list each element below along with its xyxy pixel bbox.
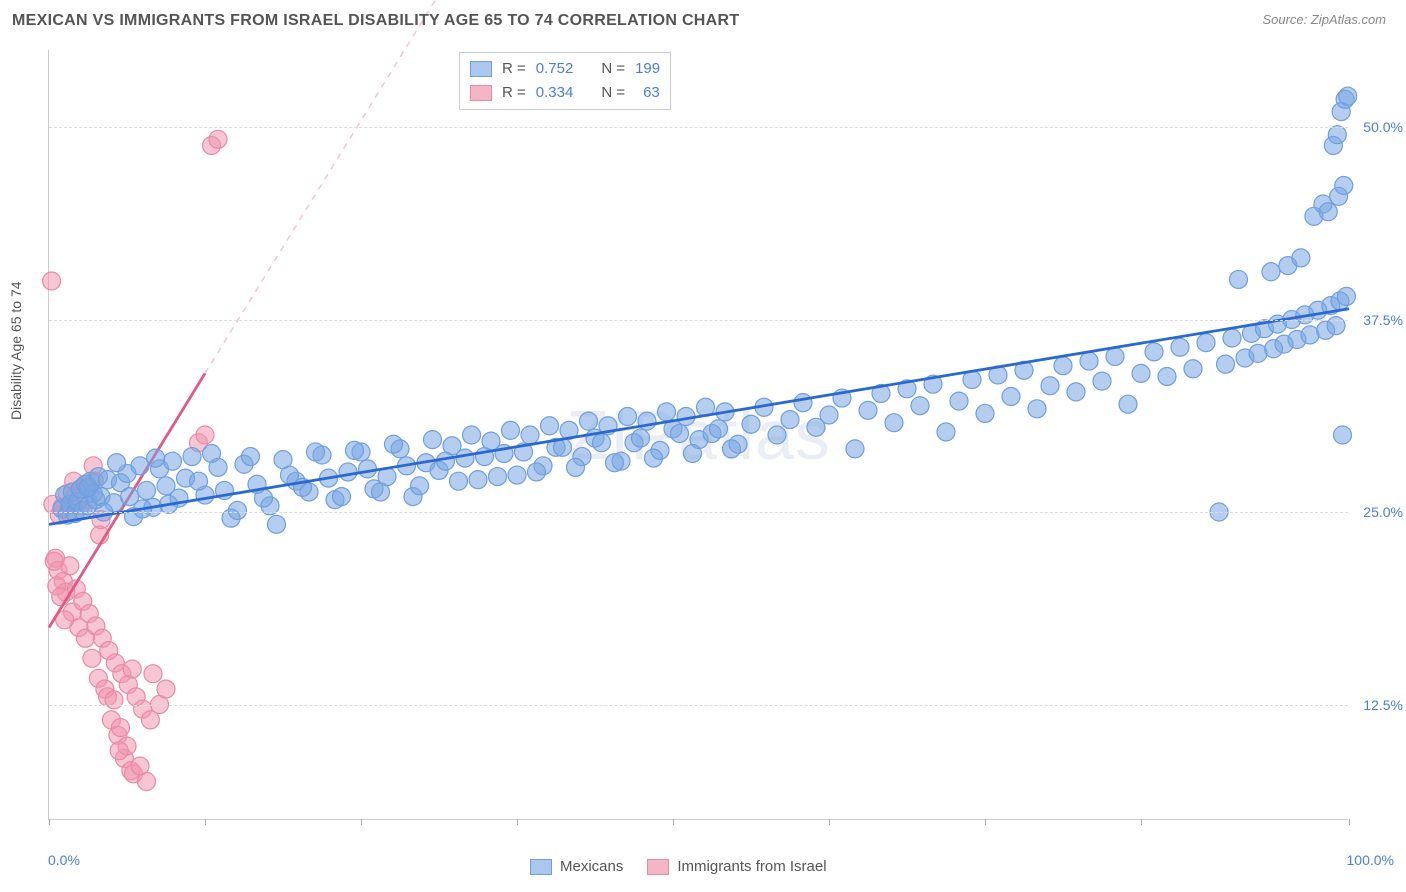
y-tick-label: 12.5% <box>1363 697 1403 713</box>
n-value-blue: 199 <box>635 57 660 81</box>
plot-area: ZIPatlas R = 0.752 N = 199 R = 0.334 N =… <box>48 50 1348 820</box>
y-tick-label: 25.0% <box>1363 504 1403 520</box>
r-value-pink: 0.334 <box>536 81 574 105</box>
legend-swatch-mexicans <box>530 859 552 875</box>
gridline <box>49 320 1348 321</box>
n-label: N = <box>601 81 625 105</box>
x-tick-mark <box>1349 819 1350 825</box>
x-tick-mark <box>673 819 674 825</box>
x-axis-min-label: 0.0% <box>48 852 80 868</box>
r-label: R = <box>502 81 526 105</box>
legend-swatch-pink <box>470 85 492 101</box>
n-value-pink: 63 <box>635 81 660 105</box>
legend-swatch-blue <box>470 61 492 77</box>
legend-label-israel: Immigrants from Israel <box>677 858 826 875</box>
y-axis-label: Disability Age 65 to 74 <box>8 281 24 420</box>
gridline <box>49 512 1348 513</box>
x-tick-mark <box>985 819 986 825</box>
correlation-legend: R = 0.752 N = 199 R = 0.334 N = 63 <box>459 52 671 110</box>
y-tick-label: 50.0% <box>1363 119 1403 135</box>
x-axis-max-label: 100.0% <box>1347 852 1394 868</box>
gridline <box>49 705 1348 706</box>
r-label: R = <box>502 57 526 81</box>
y-tick-label: 37.5% <box>1363 312 1403 328</box>
x-tick-mark <box>1141 819 1142 825</box>
legend-row-pink: R = 0.334 N = 63 <box>470 81 660 105</box>
legend-item-mexicans: Mexicans <box>530 858 623 875</box>
source-attribution: Source: ZipAtlas.com <box>1262 12 1386 27</box>
n-label: N = <box>601 57 625 81</box>
x-tick-mark <box>517 819 518 825</box>
chart-title: MEXICAN VS IMMIGRANTS FROM ISRAEL DISABI… <box>12 12 739 30</box>
r-value-blue: 0.752 <box>536 57 574 81</box>
x-tick-mark <box>829 819 830 825</box>
legend-row-blue: R = 0.752 N = 199 <box>470 57 660 81</box>
legend-item-israel: Immigrants from Israel <box>647 858 826 875</box>
gridline <box>49 127 1348 128</box>
x-tick-mark <box>205 819 206 825</box>
legend-swatch-israel <box>647 859 669 875</box>
x-tick-mark <box>49 819 50 825</box>
x-tick-mark <box>361 819 362 825</box>
legend-label-mexicans: Mexicans <box>560 858 623 875</box>
series-legend: Mexicans Immigrants from Israel <box>530 858 827 875</box>
